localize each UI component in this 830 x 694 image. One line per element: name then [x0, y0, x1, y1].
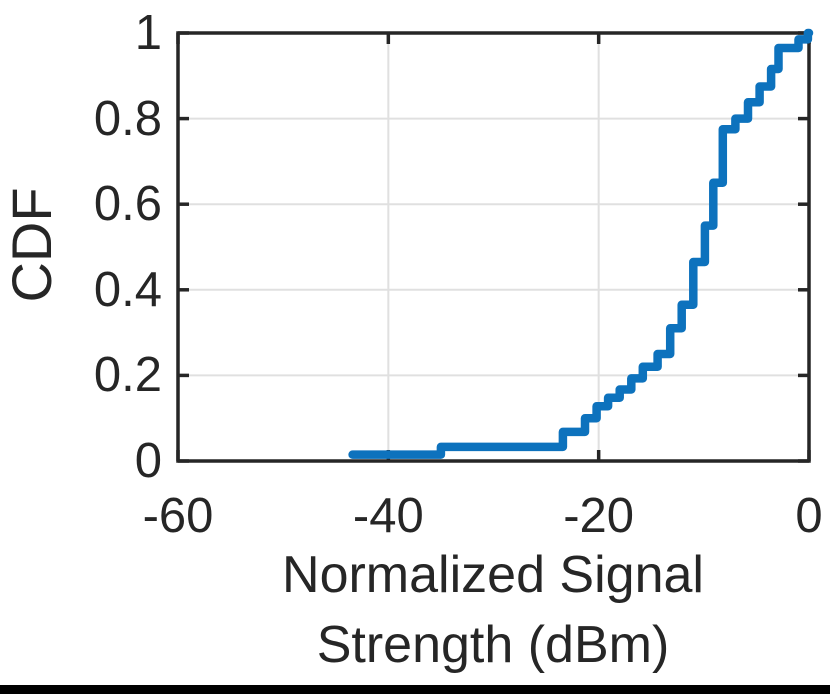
cdf-step-line: [348, 28, 814, 459]
y-tick-label: 1: [134, 6, 162, 60]
gridlines: [178, 33, 809, 461]
x-tick-label: 0: [795, 489, 823, 543]
y-tick-label: 0: [134, 434, 162, 488]
y-tick-label: 0.4: [93, 262, 162, 317]
x-axis-label: Normalized Signal Strength (dBm): [193, 540, 793, 680]
y-tick-label: 0.2: [93, 348, 162, 403]
bottom-black-bar: [0, 685, 830, 694]
x-axis-label-line-2: Strength (dBm): [316, 616, 670, 674]
x-tick-label: -20: [563, 489, 635, 543]
y-tick-label: 0.8: [93, 91, 162, 146]
axis-box-and-ticks: [176, 31, 811, 463]
cdf-step-line-group: [348, 28, 814, 459]
x-tick-label: -40: [352, 489, 424, 543]
x-tick-label: -60: [142, 489, 214, 543]
x-axis-label-line-1: Normalized Signal: [282, 546, 704, 604]
y-tick-label: 0.6: [93, 177, 162, 232]
axis-box: [176, 31, 811, 463]
